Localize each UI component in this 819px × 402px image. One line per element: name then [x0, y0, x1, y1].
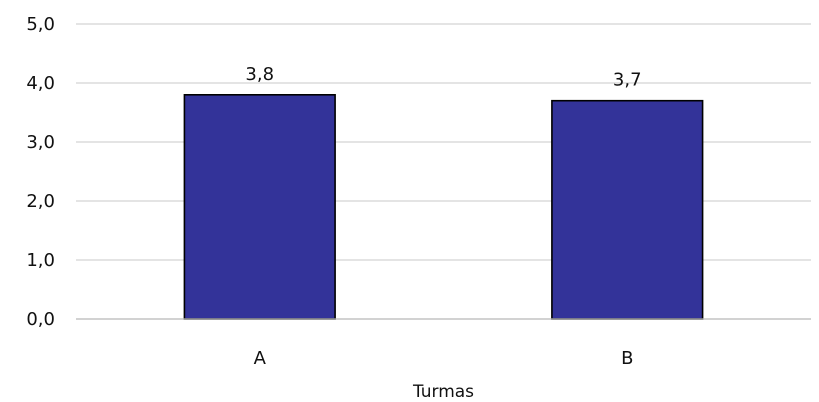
y-tick-label: 2,0 — [26, 191, 55, 212]
y-tick-label: 1,0 — [26, 250, 55, 271]
x-category-label: B — [621, 348, 633, 369]
y-tick-label: 5,0 — [26, 14, 55, 35]
bar-b — [551, 99, 704, 320]
y-tick-label: 3,0 — [26, 132, 55, 153]
bar-a — [183, 94, 336, 320]
bar-value-label: 3,8 — [245, 64, 274, 85]
y-axis-tick-labels: 0,0 1,0 2,0 3,0 4,0 5,0 — [26, 14, 55, 330]
bars — [183, 94, 704, 320]
bar-value-label: 3,7 — [613, 70, 642, 91]
x-category-label: A — [254, 348, 267, 369]
y-tick-label: 0,0 — [26, 309, 55, 330]
y-tick-label: 4,0 — [26, 73, 55, 94]
bar-data-labels: 3,8 3,7 — [245, 64, 641, 91]
x-axis-title: Turmas — [412, 382, 474, 402]
